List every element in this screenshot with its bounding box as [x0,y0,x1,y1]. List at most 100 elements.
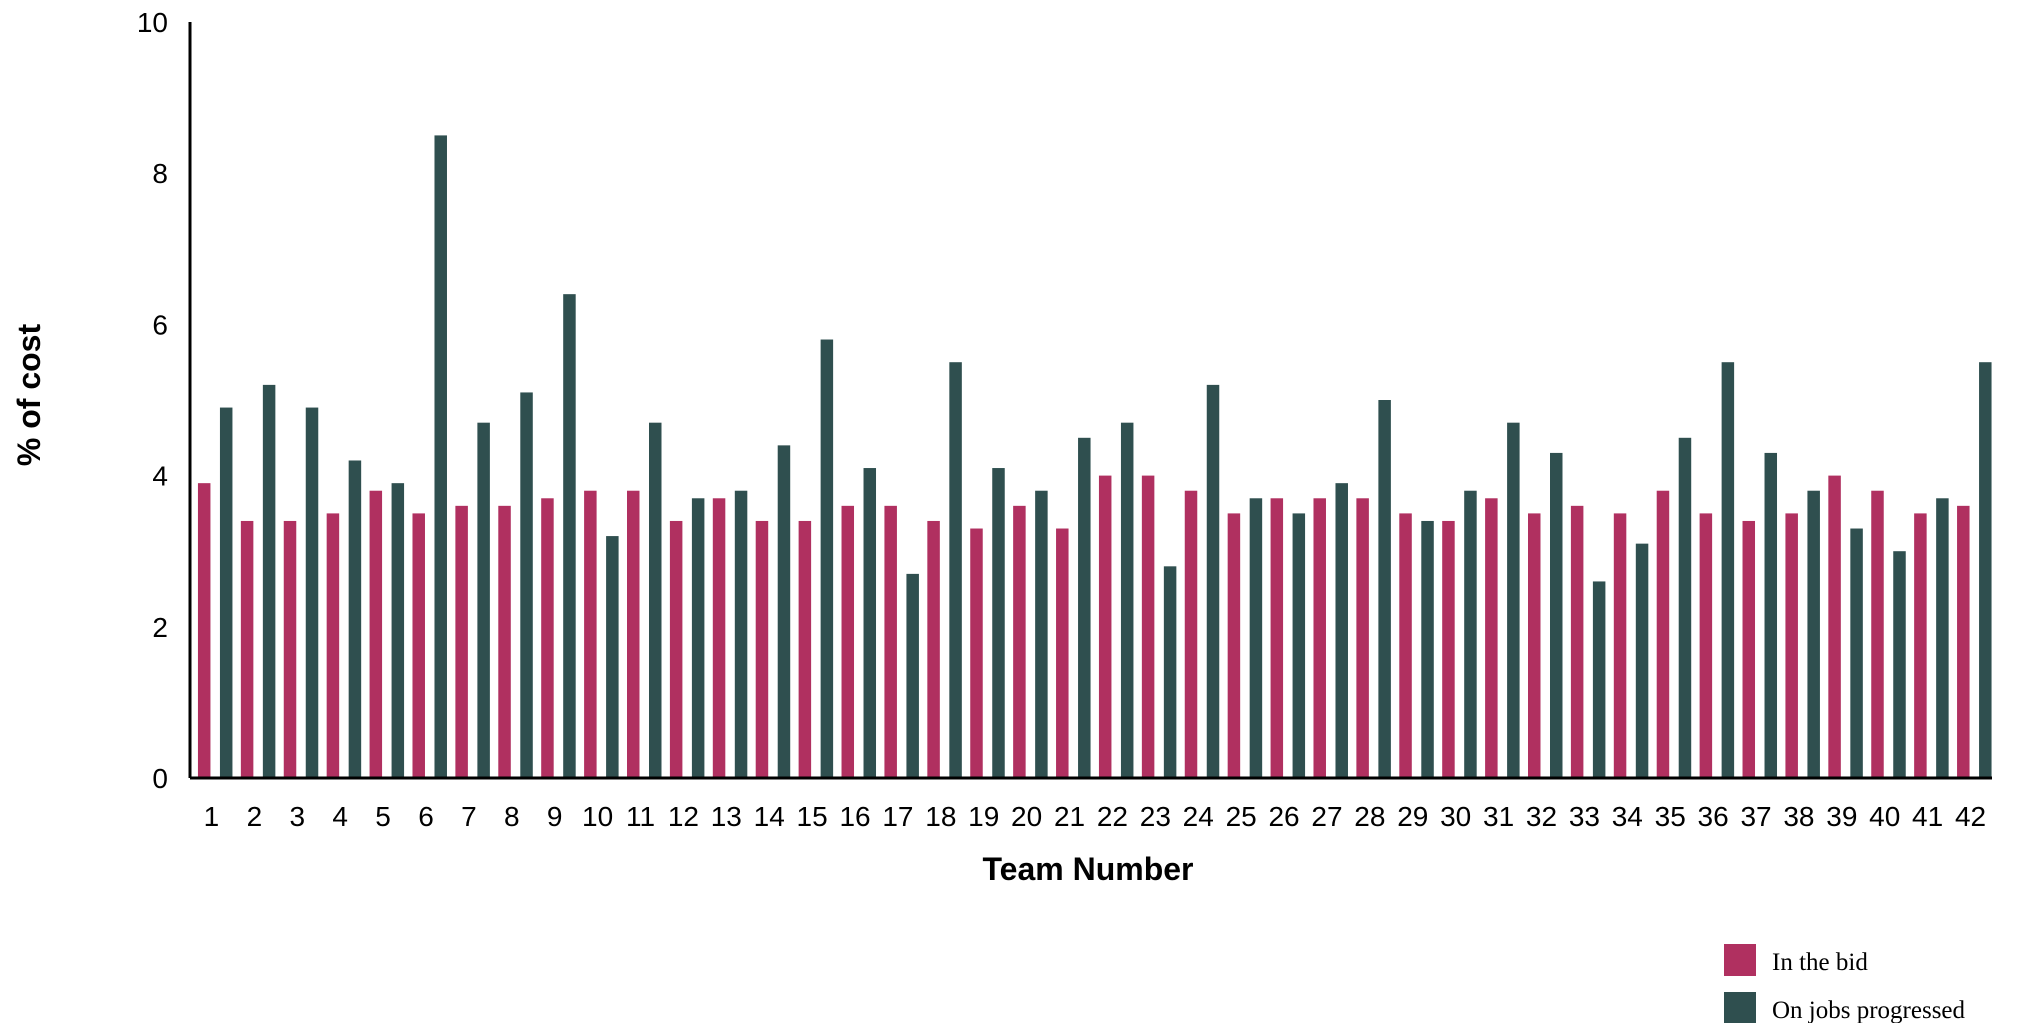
x-tick-label: 25 [1226,801,1257,832]
bar-on-jobs-progressed-team-41 [1936,498,1949,778]
bar-on-jobs-progressed-team-35 [1678,437,1692,778]
bar-in-the-bid-team-38 [1785,513,1798,778]
bar-on-jobs-progressed-team-40 [1893,551,1906,778]
bar-on-jobs-progressed-team-23 [1163,566,1177,778]
x-tick-label: 13 [711,801,742,832]
x-tick-label: 28 [1354,801,1385,832]
y-axis-ticks: 0 2 4 6 8 10 [137,7,168,794]
bar-in-the-bid-team-11 [627,490,640,778]
bar-in-the-bid-team-13 [712,498,726,778]
bar-on-jobs-progressed-team-31 [1507,422,1520,778]
bar-in-the-bid-team-21 [1056,528,1069,778]
bar-on-jobs-progressed-team-30 [1464,490,1477,778]
bar-in-the-bid-team-12 [669,520,683,778]
bar-on-jobs-progressed-team-24 [1206,384,1220,778]
bar-in-the-bid-team-3 [283,520,297,778]
y-tick-label: 0 [152,763,168,794]
legend-swatch-in-the-bid [1724,944,1756,976]
bar-on-jobs-progressed-team-36 [1721,362,1735,778]
x-tick-label: 20 [1011,801,1042,832]
x-tick-label: 37 [1740,801,1771,832]
x-tick-label: 15 [797,801,828,832]
legend-label-in-the-bid: In the bid [1772,949,1868,976]
bar-on-jobs-progressed-team-21 [1078,437,1091,778]
x-tick-label: 6 [418,801,434,832]
x-tick-label: 31 [1483,801,1514,832]
x-tick-label: 9 [547,801,563,832]
bar-in-the-bid-team-25 [1227,513,1241,778]
bar-in-the-bid-team-40 [1871,490,1884,778]
bar-in-the-bid-team-36 [1699,513,1713,778]
x-axis-ticks: 1 2 3 4 5 6 7 8 9 10 11 12 13 14 15 16 17 18 19 20 21 22 23 24 2… [204,801,1986,832]
x-tick-label: 2 [247,801,263,832]
y-tick-label: 6 [152,309,168,340]
bar-on-jobs-progressed-team-27 [1335,483,1348,778]
bar-in-the-bid-team-16 [841,505,855,778]
x-tick-label: 29 [1397,801,1428,832]
bar-in-the-bid-team-20 [1013,505,1026,778]
x-tick-label: 24 [1183,801,1214,832]
bar-on-jobs-progressed-team-20 [1035,490,1048,778]
bar-in-the-bid-team-34 [1613,513,1627,778]
bar-on-jobs-progressed-team-9 [563,294,576,778]
bar-on-jobs-progressed-team-5 [391,483,405,778]
x-tick-label: 10 [582,801,613,832]
bar-in-the-bid-team-28 [1356,498,1369,778]
y-tick-label: 4 [152,461,168,492]
bar-in-the-bid-team-27 [1313,498,1326,778]
bar-in-the-bid-team-41 [1914,513,1927,778]
x-tick-label: 16 [839,801,870,832]
x-tick-label: 34 [1612,801,1643,832]
bar-on-jobs-progressed-team-1 [219,407,233,778]
bar-in-the-bid-team-42 [1957,505,1970,778]
bar-on-jobs-progressed-team-10 [606,536,619,778]
x-tick-label: 12 [668,801,699,832]
x-tick-label: 40 [1869,801,1900,832]
x-tick-label: 30 [1440,801,1471,832]
bar-in-the-bid-team-19 [970,528,983,778]
x-tick-label: 33 [1569,801,1600,832]
bar-in-the-bid-team-6 [412,513,425,778]
bar-in-the-bid-team-15 [798,520,812,778]
x-tick-label: 22 [1097,801,1128,832]
x-tick-label: 21 [1054,801,1085,832]
bar-in-the-bid-team-26 [1270,498,1284,778]
x-tick-label: 35 [1655,801,1686,832]
x-tick-label: 11 [626,801,655,832]
legend: In the bid On jobs progressed [1724,944,1966,1023]
y-tick-label: 8 [152,158,168,189]
x-tick-label: 17 [882,801,913,832]
bar-on-jobs-progressed-team-37 [1764,452,1778,778]
x-tick-label: 19 [968,801,999,832]
bar-in-the-bid-team-8 [498,505,511,778]
bar-in-the-bid-team-24 [1184,490,1198,778]
x-tick-label: 4 [332,801,348,832]
x-axis-title: Team Number [982,851,1193,887]
bar-on-jobs-progressed-team-13 [734,490,748,778]
x-tick-label: 42 [1955,801,1986,832]
bar-on-jobs-progressed-team-18 [949,362,962,778]
x-tick-label: 27 [1311,801,1342,832]
x-tick-label: 26 [1268,801,1299,832]
x-tick-label: 32 [1526,801,1557,832]
bar-in-the-bid-team-4 [326,513,340,778]
bar-in-the-bid-team-17 [884,505,897,778]
bar-in-the-bid-team-10 [584,490,597,778]
bar-on-jobs-progressed-team-39 [1850,528,1863,778]
bar-on-jobs-progressed-team-28 [1378,400,1391,778]
x-tick-label: 39 [1826,801,1857,832]
bar-in-the-bid-team-7 [455,505,468,778]
bar-in-the-bid-team-5 [369,490,383,778]
bar-on-jobs-progressed-team-15 [820,339,834,778]
bar-in-the-bid-team-37 [1742,520,1756,778]
x-tick-label: 18 [925,801,956,832]
legend-swatch-on-jobs-progressed [1724,992,1756,1023]
bar-on-jobs-progressed-team-14 [777,445,791,778]
x-tick-label: 23 [1140,801,1171,832]
bar-in-the-bid-team-14 [755,520,769,778]
bar-in-the-bid-team-23 [1141,475,1155,778]
y-axis-title: % of cost [11,324,47,467]
bar-in-the-bid-team-35 [1656,490,1670,778]
bar-on-jobs-progressed-team-32 [1550,452,1563,778]
